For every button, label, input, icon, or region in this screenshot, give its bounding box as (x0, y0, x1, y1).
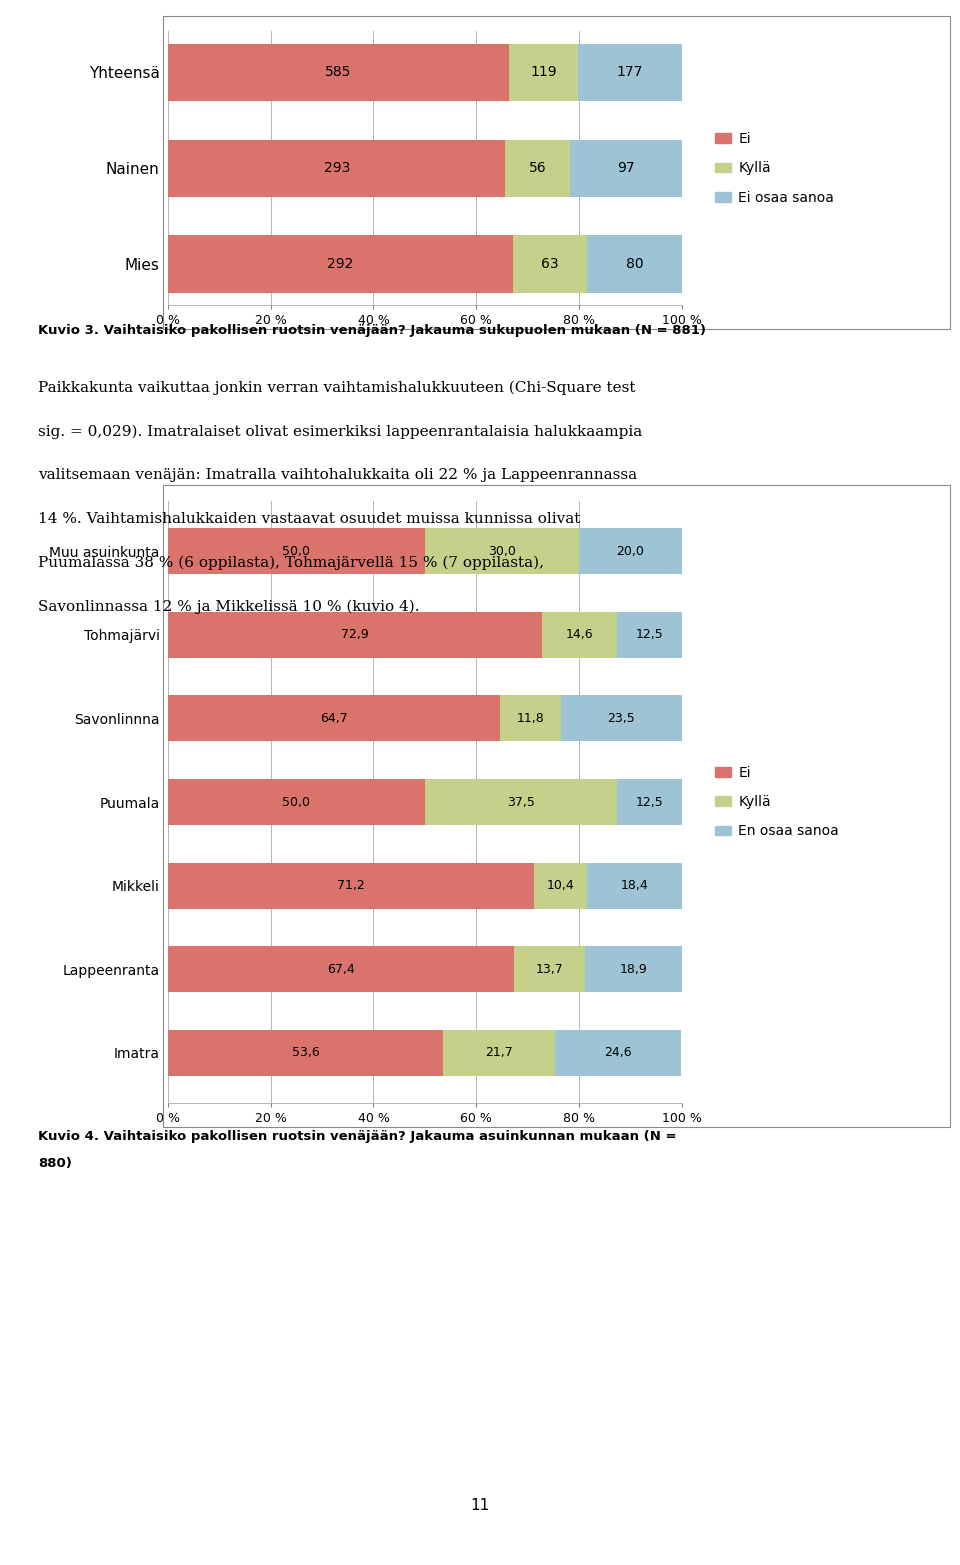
Text: 585: 585 (325, 66, 351, 80)
Bar (542, 612, 617, 657)
Bar (168, 779, 424, 825)
Bar (424, 779, 617, 825)
Legend: Ei, Kyllä, En osaa sanoa: Ei, Kyllä, En osaa sanoa (709, 761, 845, 844)
Bar (509, 44, 579, 102)
Bar (585, 947, 682, 992)
Text: 119: 119 (531, 66, 557, 80)
Text: 10,4: 10,4 (546, 880, 574, 892)
Text: 23,5: 23,5 (608, 712, 636, 725)
Text: 24,6: 24,6 (604, 1047, 632, 1060)
Text: 80: 80 (626, 257, 643, 271)
Bar (168, 235, 513, 293)
Text: Paikkakunta vaikuttaa jonkin verran vaihtamishalukkuuteen (Chi-Square test: Paikkakunta vaikuttaa jonkin verran vaih… (38, 380, 636, 394)
Text: 50,0: 50,0 (282, 795, 310, 809)
Text: 30,0: 30,0 (488, 545, 516, 557)
Text: 292: 292 (327, 257, 353, 271)
Bar (168, 529, 424, 574)
Text: 14 %. Vaihtamishalukkaiden vastaavat osuudet muissa kunnissa olivat: 14 %. Vaihtamishalukkaiden vastaavat osu… (38, 512, 581, 526)
Bar (168, 947, 515, 992)
Text: 71,2: 71,2 (337, 880, 365, 892)
Bar (168, 44, 509, 102)
Text: Kuvio 3. Vaihtaisiko pakollisen ruotsin venäjään? Jakauma sukupuolen mukaan (N =: Kuvio 3. Vaihtaisiko pakollisen ruotsin … (38, 324, 707, 336)
Text: 20,0: 20,0 (616, 545, 644, 557)
Text: 18,4: 18,4 (620, 880, 648, 892)
Text: 53,6: 53,6 (292, 1047, 320, 1060)
Bar (534, 862, 588, 909)
Text: 67,4: 67,4 (327, 962, 355, 977)
Text: 11: 11 (470, 1498, 490, 1513)
Bar (168, 139, 505, 197)
Text: 97: 97 (617, 161, 635, 175)
Text: 177: 177 (617, 66, 643, 80)
Bar (505, 139, 570, 197)
Bar (444, 1030, 555, 1077)
Bar (579, 44, 682, 102)
Text: 12,5: 12,5 (636, 628, 663, 642)
Bar (168, 862, 534, 909)
Bar (500, 695, 561, 742)
Bar (588, 235, 682, 293)
Text: Savonlinnassa 12 % ja Mikkelissä 10 % (kuvio 4).: Savonlinnassa 12 % ja Mikkelissä 10 % (k… (38, 599, 420, 613)
Text: 293: 293 (324, 161, 349, 175)
Text: 64,7: 64,7 (321, 712, 348, 725)
Bar (424, 529, 579, 574)
Bar (579, 529, 682, 574)
Text: 13,7: 13,7 (536, 962, 564, 977)
Bar (617, 612, 682, 657)
Bar (555, 1030, 681, 1077)
Bar (168, 695, 500, 742)
Bar (588, 862, 682, 909)
Text: 880): 880) (38, 1157, 72, 1169)
Text: sig. = 0,029). Imatralaiset olivat esimerkiksi lappeenrantalaisia halukkaampia: sig. = 0,029). Imatralaiset olivat esime… (38, 424, 642, 438)
Bar (561, 695, 682, 742)
Text: 37,5: 37,5 (507, 795, 535, 809)
Text: 72,9: 72,9 (342, 628, 369, 642)
Text: 14,6: 14,6 (566, 628, 593, 642)
Text: 50,0: 50,0 (282, 545, 310, 557)
Text: 63: 63 (541, 257, 559, 271)
Legend: Ei, Kyllä, Ei osaa sanoa: Ei, Kyllä, Ei osaa sanoa (709, 127, 840, 210)
Text: Kuvio 4. Vaihtaisiko pakollisen ruotsin venäjään? Jakauma asuinkunnan mukaan (N : Kuvio 4. Vaihtaisiko pakollisen ruotsin … (38, 1130, 677, 1142)
Text: 21,7: 21,7 (485, 1047, 513, 1060)
Text: 11,8: 11,8 (516, 712, 544, 725)
Text: 12,5: 12,5 (636, 795, 663, 809)
Bar (617, 779, 682, 825)
Bar (515, 947, 585, 992)
Bar (513, 235, 588, 293)
Text: 56: 56 (529, 161, 546, 175)
Text: valitsemaan venäjän: Imatralla vaihtohalukkaita oli 22 % ja Lappeenrannassa: valitsemaan venäjän: Imatralla vaihtohal… (38, 468, 637, 482)
Bar (168, 1030, 444, 1077)
Bar (570, 139, 682, 197)
Text: Puumalassa 38 % (6 oppilasta), Tohmajärvellä 15 % (7 oppilasta),: Puumalassa 38 % (6 oppilasta), Tohmajärv… (38, 556, 544, 570)
Text: 18,9: 18,9 (619, 962, 647, 977)
Bar (168, 612, 542, 657)
